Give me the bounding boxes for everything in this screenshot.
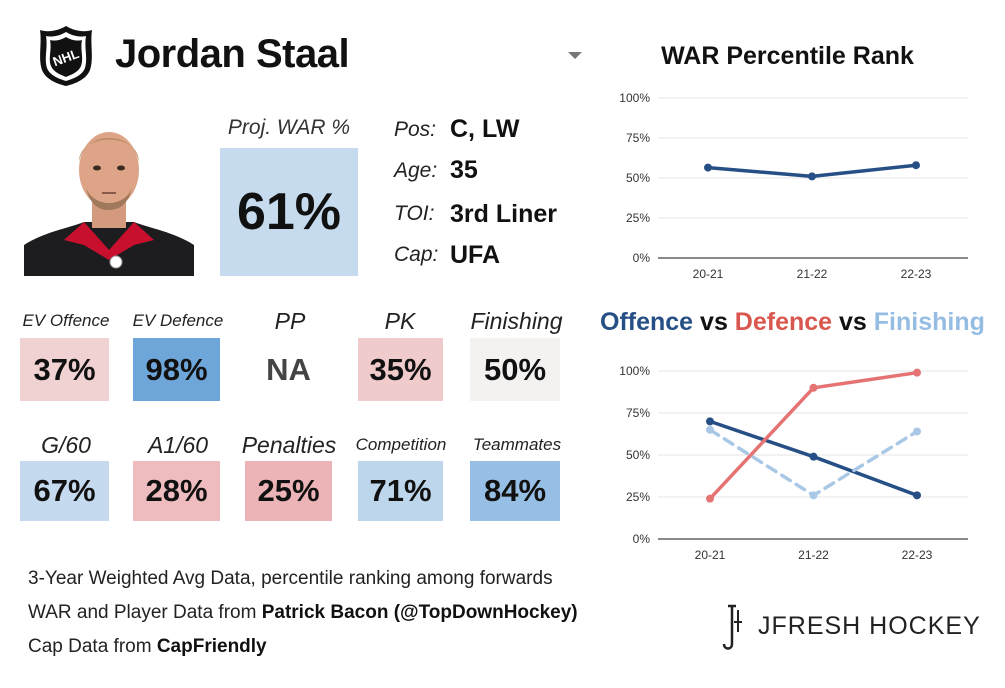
footer-line1: 3-Year Weighted Avg Data, percentile ran… <box>28 568 553 589</box>
penalties-value: 25% <box>245 461 332 521</box>
war-percentile-chart: 0% 25% 50% 75% 100% 20-21 21-22 22-23 <box>619 91 968 281</box>
source-link-capfriendly[interactable]: CapFriendly <box>156 636 267 657</box>
x-tick-label: 20-21 <box>695 548 726 562</box>
ev-defence-label: EV Defence <box>132 311 224 330</box>
proj-war-value: 61% <box>220 148 358 276</box>
teammates-label: Teammates <box>472 435 562 454</box>
a160-label: A1/60 <box>147 432 209 458</box>
data-point-offence <box>706 417 714 426</box>
x-tick-label: 22-23 <box>901 267 932 281</box>
ev-defence-value: 98% <box>133 338 220 401</box>
chart2-title: Offence vs Defence vs Finishing <box>600 308 985 337</box>
chart2-title-part-2: Defence <box>734 308 833 336</box>
y-tick-label: 100% <box>619 364 650 378</box>
y-tick-label: 25% <box>626 211 650 225</box>
x-tick-label: 20-21 <box>693 267 724 281</box>
data-point-defence <box>913 368 921 377</box>
age-value: 35 <box>450 156 478 184</box>
a160-value: 28% <box>133 461 220 521</box>
data-point-war <box>808 172 816 181</box>
pp-label: PP <box>274 308 306 334</box>
y-tick-label: 0% <box>633 251 651 265</box>
chart2-title-part-3: vs <box>832 308 874 336</box>
nhl-logo: NHL <box>36 24 96 88</box>
y-tick-label: 50% <box>626 171 650 185</box>
data-point-finishing <box>706 425 714 434</box>
chart1-title: WAR Percentile Rank <box>661 42 914 70</box>
pos-label: Pos: <box>394 118 437 141</box>
finishing-label: Finishing <box>470 308 563 334</box>
pk-value: 35% <box>358 338 443 401</box>
x-tick-label: 21-22 <box>797 267 828 281</box>
nhl-shield-icon: NHL <box>40 26 92 86</box>
teammates-value: 84% <box>470 461 560 521</box>
pk-label: PK <box>384 308 416 334</box>
y-tick-label: 50% <box>626 448 650 462</box>
ev-offence-label: EV Offence <box>22 311 110 330</box>
footer-line2: WAR and Player Data from Patrick Bacon (… <box>28 602 578 623</box>
proj-war-label: Proj. WAR % <box>227 116 351 139</box>
cap-value: UFA <box>450 241 500 269</box>
jfresh-logo-icon <box>718 602 746 652</box>
pp-value: NA <box>245 338 332 401</box>
footer-line3: Cap Data from CapFriendly <box>28 636 267 657</box>
penalties-label: Penalties <box>241 432 337 458</box>
g60-label: G/60 <box>41 432 91 458</box>
finishing-value: 50% <box>470 338 560 401</box>
x-tick-label: 21-22 <box>798 548 829 562</box>
ev-offence-value: 37% <box>20 338 109 401</box>
data-point-finishing <box>913 427 921 436</box>
age-label: Age: <box>394 159 438 182</box>
chart2-title-part-1: vs <box>693 308 735 336</box>
y-tick-label: 75% <box>626 131 650 145</box>
competition-value: 71% <box>358 461 443 521</box>
chevron-down-icon[interactable] <box>568 52 582 59</box>
pos-value: C, LW <box>450 115 520 143</box>
offence-defence-finishing-chart: 0% 25% 50% 75% 100% 20-21 21-22 22-23 <box>619 364 968 562</box>
data-point-defence <box>706 494 714 503</box>
x-tick-label: 22-23 <box>902 548 933 562</box>
data-point-defence <box>809 383 818 392</box>
cap-label: Cap: <box>394 243 439 266</box>
g60-value: 67% <box>20 461 109 521</box>
player-photo <box>24 110 194 276</box>
chart2-title-part-4: Finishing <box>873 308 985 336</box>
toi-label: TOI: <box>394 202 435 225</box>
data-point-finishing <box>809 491 818 500</box>
player-name: Jordan Staal <box>115 32 350 76</box>
y-tick-label: 25% <box>626 490 650 504</box>
y-tick-label: 100% <box>619 91 650 105</box>
data-point-war <box>704 163 712 172</box>
data-point-offence <box>913 491 921 500</box>
competition-label: Competition <box>355 435 447 454</box>
source-link-topdownhockey[interactable]: Patrick Bacon (@TopDownHockey) <box>261 602 578 623</box>
brand-name: JFRESH HOCKEY <box>758 612 981 640</box>
toi-value: 3rd Liner <box>450 200 557 228</box>
data-point-offence <box>809 452 818 461</box>
chart2-title-part-0: Offence <box>600 308 694 336</box>
y-tick-label: 0% <box>633 532 651 546</box>
y-tick-label: 75% <box>626 406 650 420</box>
data-point-war <box>912 161 920 170</box>
